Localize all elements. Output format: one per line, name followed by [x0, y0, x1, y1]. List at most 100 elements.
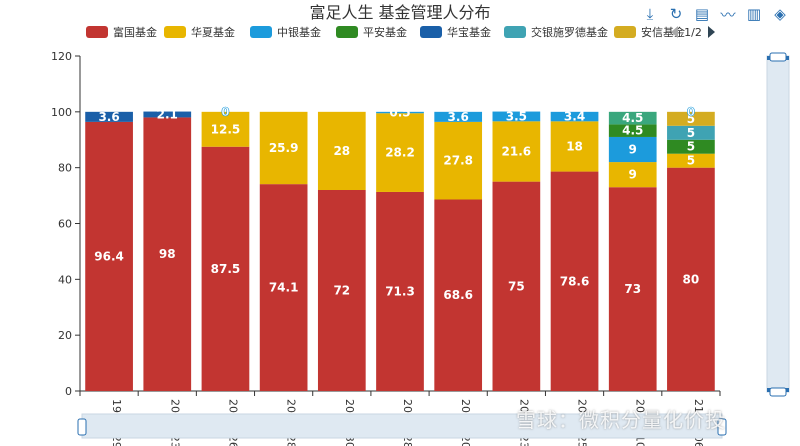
y-tick-label: 100: [51, 106, 72, 119]
x-zoom-handle-right[interactable]: [717, 418, 727, 436]
data-label: 3.4: [564, 110, 585, 124]
bar-segment[interactable]: [667, 153, 715, 168]
data-label: 80: [683, 272, 700, 286]
legend-swatch: [164, 26, 186, 38]
legend-prev-icon[interactable]: [671, 26, 678, 38]
data-label: 9: [629, 168, 637, 182]
stack-icon[interactable]: ◈: [774, 5, 786, 23]
bar-segment[interactable]: [667, 125, 715, 140]
line-chart-icon[interactable]: 〰: [720, 5, 736, 24]
bar-segment[interactable]: [434, 111, 483, 122]
bar-segment[interactable]: [143, 117, 192, 392]
bar-segment[interactable]: [667, 139, 715, 154]
legend-swatch: [336, 26, 358, 38]
legend-label: 富国基金: [113, 25, 157, 39]
data-label: 28: [333, 144, 350, 158]
y-zoom-handle-top[interactable]: [769, 52, 787, 62]
data-label: 21.6: [502, 144, 532, 158]
data-label: 9: [629, 143, 637, 157]
legend-item[interactable]: 华夏基金: [164, 25, 235, 39]
toolbox: ⤓ ↻ ▤ 〰 ▥ ◈: [640, 4, 790, 24]
bar-segment[interactable]: [608, 187, 657, 391]
bar-segment[interactable]: [667, 111, 715, 126]
bar-segment[interactable]: [608, 111, 657, 125]
bar-segment[interactable]: [550, 111, 599, 122]
bar-segment[interactable]: [550, 121, 599, 172]
legend-label: 华夏基金: [191, 25, 235, 39]
legend-item[interactable]: 富国基金: [86, 25, 157, 39]
data-label: 98: [159, 247, 176, 261]
bar-segment[interactable]: [667, 167, 715, 391]
legend-page-label: 1/2: [684, 26, 702, 39]
data-label: 78.6: [560, 274, 590, 288]
bar-segment[interactable]: [376, 113, 424, 192]
restore-icon[interactable]: ↻: [669, 5, 683, 23]
y-tick-label: 60: [58, 218, 72, 231]
legend-swatch: [614, 26, 636, 38]
bar-segment[interactable]: [85, 121, 133, 391]
bar-segment[interactable]: [492, 111, 541, 122]
legend-item[interactable]: 中银基金: [250, 25, 321, 39]
legend-swatch: [420, 26, 442, 38]
bar-segment[interactable]: [317, 190, 366, 391]
data-label: 96.4: [94, 249, 124, 263]
legend-label: 华宝基金: [447, 25, 491, 39]
data-label: 5: [687, 126, 695, 140]
legend-item[interactable]: 交银施罗德基金: [504, 25, 608, 39]
legend[interactable]: 富国基金 华夏基金 中银基金 平安基金 华宝基金 交银施罗德基金 安信基金: [86, 25, 685, 39]
save-image-icon[interactable]: ⤓: [646, 5, 654, 23]
bar-segment[interactable]: [608, 124, 657, 137]
y-tick-label: 0: [65, 385, 72, 398]
bar-segment[interactable]: [143, 111, 192, 118]
bar-segment[interactable]: [259, 111, 308, 185]
bar-segment[interactable]: [85, 111, 133, 122]
data-label: 28.2: [385, 146, 415, 160]
data-label: 74.1: [269, 281, 299, 295]
data-label: 87.5: [211, 262, 241, 276]
data-label: 4.5: [622, 111, 643, 125]
data-label: 3.5: [506, 109, 527, 123]
legend-item[interactable]: 华宝基金: [420, 25, 491, 39]
legend-item[interactable]: 平安基金: [336, 25, 407, 39]
legend-label: 安信基金: [641, 25, 685, 39]
legend-next-icon[interactable]: [708, 26, 715, 38]
data-view-icon[interactable]: ▤: [694, 5, 710, 23]
x-zoom-handle-left[interactable]: [77, 418, 87, 436]
bar-segment[interactable]: [608, 136, 657, 163]
legend-swatch: [86, 26, 108, 38]
y-tick-label: 80: [58, 162, 72, 175]
bar-segment[interactable]: [201, 111, 250, 147]
data-label: 72: [333, 284, 350, 298]
y-tick-label: 120: [51, 50, 72, 63]
bar-segment[interactable]: [608, 162, 657, 188]
bar-segment[interactable]: [376, 191, 424, 391]
y-zoom-handle-bottom[interactable]: [769, 387, 787, 397]
bar-segment[interactable]: [434, 121, 483, 200]
bar-segment[interactable]: [492, 181, 541, 391]
bar-segment[interactable]: [376, 111, 424, 114]
bar-segment[interactable]: [201, 146, 250, 391]
bar-segment[interactable]: [317, 111, 366, 190]
legend-item[interactable]: 安信基金: [614, 25, 685, 39]
bar-segment[interactable]: [492, 121, 541, 182]
x-data-zoom[interactable]: [77, 413, 727, 439]
data-label: 2.1: [157, 107, 178, 121]
data-label: 25.9: [269, 141, 299, 155]
legend-label: 交银施罗德基金: [531, 25, 608, 39]
data-label: 12.5: [211, 122, 241, 136]
y-data-zoom[interactable]: [766, 52, 790, 397]
bar-segment[interactable]: [434, 199, 483, 391]
legend-swatch: [250, 26, 272, 38]
legend-swatch: [504, 26, 526, 38]
bar-chart-icon[interactable]: ▥: [746, 5, 762, 23]
data-label: 3.6: [98, 110, 119, 124]
chart-title: 富足人生 基金管理人分布: [309, 3, 490, 22]
bars: [85, 111, 715, 392]
data-label: 0: [687, 105, 695, 119]
bar-segment[interactable]: [259, 184, 308, 391]
legend-pager[interactable]: 1/2: [671, 26, 715, 39]
data-label: 71.3: [385, 284, 415, 298]
bar-segment[interactable]: [550, 171, 599, 391]
